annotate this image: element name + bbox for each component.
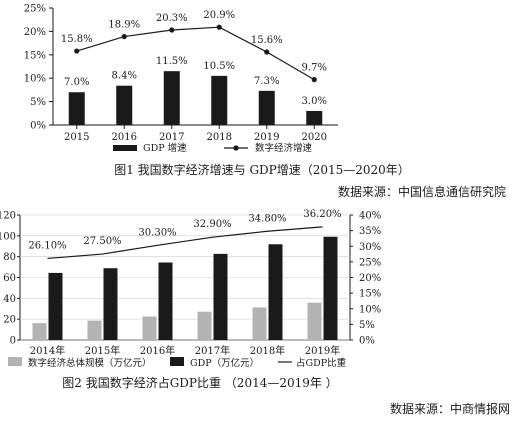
legend-label-gdp-share: 占GDP比重	[296, 357, 347, 369]
figure-2-caption: 图2 我国数字经济占GDP比重 （2014—2019年 ）	[62, 375, 337, 390]
bar-gdp	[103, 268, 118, 340]
x-tick-label: 2018	[207, 132, 232, 143]
legend-swatch-gdp	[170, 357, 184, 366]
line-point	[216, 24, 222, 30]
figure-2-chart: 0 20 40 60 80 100 120 0% 5% 10% 15% 20% 25% 30% 35% 40%…	[0, 209, 381, 369]
legend-label-gdp-growth: GDP 增速	[143, 142, 187, 154]
right-tick-label: 10%	[359, 304, 381, 315]
bar-value-label: 11.5%	[156, 56, 188, 67]
bar-gdp-growth	[116, 85, 133, 125]
figure-1-caption: 图1 我国数字经济增速与 GDP增速（2015—2020年）	[114, 162, 410, 177]
bar-gdp	[158, 262, 173, 340]
line-point	[311, 77, 317, 83]
bar-gdp-growth	[163, 71, 180, 125]
legend-label-digital-economy: 数字经济增速	[255, 142, 313, 154]
bar-digital-economy-scale	[32, 323, 47, 340]
legend-label-gdp: GDP（万亿元）	[190, 357, 259, 369]
line-value-label: 34.80%	[248, 213, 286, 224]
bar-value-label: 7.3%	[254, 76, 279, 87]
right-tick-label: 40%	[359, 211, 381, 222]
bar-gdp	[323, 236, 338, 340]
x-tick-label: 2015年	[85, 344, 120, 357]
right-tick-label: 25%	[359, 257, 381, 268]
line-value-label: 15.6%	[251, 35, 283, 46]
bar-digital-economy-scale	[252, 307, 267, 340]
line-value-label: 30.30%	[138, 227, 176, 238]
x-tick-label: 2019年	[305, 344, 340, 357]
bar-gdp-growth	[68, 92, 85, 125]
bar-value-label: 10.5%	[203, 61, 235, 72]
legend-marker-digital-economy	[233, 145, 239, 151]
line-value-label: 15.8%	[61, 34, 93, 45]
line-value-label: 27.50%	[83, 236, 121, 247]
bar-gdp-growth	[306, 110, 323, 125]
line-value-label: 20.9%	[203, 10, 235, 21]
x-tick-label: 2018年	[250, 344, 285, 357]
line-value-label: 32.90%	[193, 219, 231, 230]
left-tick-label: 80	[3, 252, 16, 263]
right-tick-label: 15%	[359, 289, 381, 300]
left-tick-label: 0	[10, 336, 16, 347]
left-tick-label: 100	[0, 231, 16, 242]
legend-label-digital-economy-scale: 数字经济总体规模（万亿元）	[28, 357, 152, 369]
x-tick-label: 2014年	[30, 344, 65, 357]
bar-digital-economy-scale	[197, 311, 212, 340]
legend-swatch-digital-economy-scale	[8, 357, 22, 366]
line-point	[169, 27, 175, 33]
y-tick-label: 20%	[24, 27, 46, 38]
bar-digital-economy-scale	[307, 302, 322, 340]
bar-value-label: 7.0%	[64, 77, 89, 88]
right-tick-label: 5%	[359, 320, 375, 331]
line-value-label: 20.3%	[156, 13, 188, 24]
left-tick-label: 40	[3, 294, 16, 305]
bar-gdp	[48, 272, 63, 340]
y-tick-label: 25%	[24, 4, 46, 15]
legend-swatch-gdp-growth	[113, 145, 137, 151]
right-tick-label: 0%	[359, 336, 375, 347]
bar-gdp-growth	[258, 90, 275, 125]
y-tick-label: 10%	[24, 74, 46, 85]
bar-value-label: 8.4%	[112, 71, 137, 82]
y-tick-label: 5%	[30, 97, 46, 108]
left-tick-label: 60	[3, 273, 16, 284]
line-value-label: 9.7%	[302, 63, 327, 74]
bar-gdp	[213, 253, 228, 340]
y-tick-label: 15%	[24, 50, 46, 61]
y-tick-label: 0%	[30, 121, 46, 132]
line-digital-economy-growth	[76, 26, 315, 81]
x-tick-label: 2015	[64, 132, 89, 143]
bar-digital-economy-scale	[87, 320, 102, 340]
x-tick-label: 2017	[159, 132, 184, 143]
figure-1-source: 数据来源：中国信息通信研究院	[338, 184, 506, 199]
line-point	[121, 33, 127, 40]
line-point	[74, 48, 80, 54]
right-tick-label: 20%	[359, 273, 381, 284]
figure-1-chart: 0% 5% 10% 15% 20% 25% 7.0% 8.4% 11.5% 10.5% 7.3% 3.…	[24, 4, 338, 154]
bar-gdp	[268, 244, 283, 340]
x-tick-label: 2020	[302, 132, 327, 143]
line-value-label: 36.20%	[303, 209, 341, 220]
line-value-label: 26.10%	[28, 240, 66, 251]
line-gdp-share	[47, 226, 323, 260]
line-point	[264, 49, 270, 55]
figure-2-source: 数据来源：中商情报网	[390, 401, 510, 416]
left-tick-label: 20	[3, 315, 16, 326]
x-tick-label: 2016	[112, 132, 137, 143]
x-tick-label: 2019	[254, 132, 279, 143]
line-value-label: 18.9%	[108, 20, 140, 31]
bar-gdp-growth	[211, 75, 228, 125]
bar-value-label: 3.0%	[302, 96, 327, 107]
bar-digital-economy-scale	[142, 316, 157, 340]
left-tick-label: 120	[0, 211, 16, 222]
right-tick-label: 35%	[359, 226, 381, 237]
right-tick-label: 30%	[359, 242, 381, 253]
x-tick-label: 2017年	[195, 344, 230, 357]
x-tick-label: 2016年	[140, 344, 175, 357]
